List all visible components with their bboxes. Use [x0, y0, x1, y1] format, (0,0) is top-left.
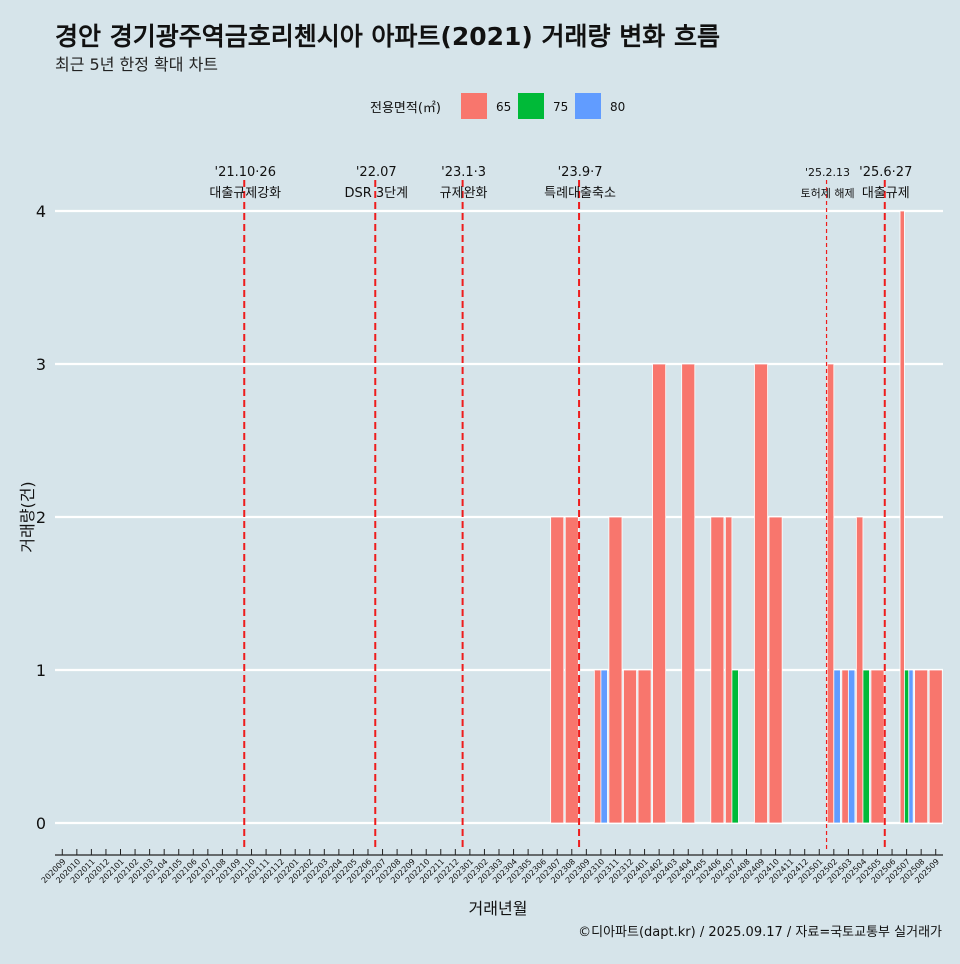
y-tick-label: 4 — [36, 202, 46, 221]
legend-label-65: 65 — [496, 100, 511, 114]
legend: 전용면적(㎡) 65 75 80 — [370, 93, 625, 119]
event-date: '22.07 — [356, 165, 397, 180]
event-label: 규제완화 — [440, 186, 488, 201]
legend-label-75: 75 — [553, 100, 568, 114]
bar-202310-80 — [600, 669, 608, 824]
legend-key-80 — [575, 93, 601, 119]
event-label: 대출규제 — [862, 186, 910, 201]
y-axis: 0 1 2 3 4 — [36, 202, 46, 833]
legend-title: 전용면적(㎡) — [370, 101, 441, 116]
bar-202504-65 — [855, 516, 864, 824]
bars — [550, 210, 943, 824]
y-tick-label: 1 — [36, 661, 46, 680]
bar-202504-75 — [862, 669, 870, 824]
gridlines — [55, 209, 943, 825]
event-date: '25.6·27 — [859, 165, 912, 180]
legend-label-80: 80 — [610, 100, 625, 114]
bar-202308-65 — [564, 516, 579, 824]
bar-202503-65 — [841, 669, 849, 824]
bar-202502-65 — [826, 363, 835, 824]
bar-202507-65 — [899, 210, 905, 824]
bar-202507-75 — [904, 669, 910, 824]
legend-key-65 — [461, 93, 487, 119]
x-axis-label: 거래년월 — [469, 899, 528, 918]
bar-202311-65 — [608, 516, 623, 824]
chart-subtitle: 최근 5년 한정 확대 차트 — [55, 55, 218, 74]
event-label: 특례대출축소 — [544, 186, 616, 201]
y-tick-label: 2 — [36, 508, 46, 527]
bar-202310-65 — [593, 669, 602, 824]
y-tick-label: 3 — [36, 355, 46, 374]
event-date: '23.9·7 — [558, 165, 603, 180]
caption: ©디아파트(dapt.kr) / 2025.09.17 / 자료=국토교통부 실… — [578, 925, 942, 940]
event-date: '21.10·26 — [215, 165, 276, 180]
bar-202409-65 — [754, 363, 768, 824]
bar-202509-65 — [928, 669, 943, 824]
event-label: DSR 3단계 — [344, 186, 408, 201]
x-axis: 2020092020102020112020122021012021022021… — [40, 849, 943, 885]
bar-202407-65 — [724, 516, 733, 824]
event-label: 토허제 해제 — [800, 186, 854, 200]
legend-key-75 — [518, 93, 544, 119]
bar-202505-65 — [870, 669, 885, 824]
bar-202508-65 — [914, 669, 929, 824]
bar-202312-65 — [623, 669, 637, 824]
bar-202503-80 — [847, 669, 856, 824]
bar-202410-65 — [768, 516, 783, 824]
y-axis-label: 거래량(건) — [18, 481, 37, 552]
bar-202407-75 — [731, 669, 739, 824]
event-lines: '21.10·26 대출규제강화 '22.07 DSR 3단계 '23.1·3 규제완화 '… — [209, 165, 912, 851]
event-date: '25.2.13 — [805, 166, 850, 179]
y-tick-label: 0 — [36, 814, 46, 833]
bar-202402-65 — [652, 363, 667, 824]
bar-202401-65 — [637, 669, 652, 824]
chart-title: 경안 경기광주역금호리첸시아 아파트(2021) 거래량 변화 흐름 — [55, 22, 720, 51]
event-date: '23.1·3 — [441, 165, 486, 180]
bar-202307-65 — [550, 516, 565, 824]
bar-202404-65 — [681, 363, 696, 824]
bar-202502-80 — [833, 669, 841, 824]
bar-202406-65 — [710, 516, 725, 824]
event-label: 대출규제강화 — [209, 186, 281, 201]
bar-202507-80 — [908, 669, 914, 824]
